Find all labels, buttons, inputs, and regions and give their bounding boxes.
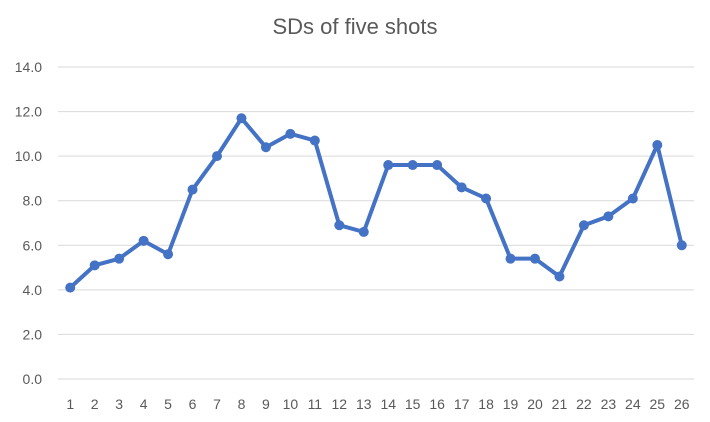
data-point — [334, 220, 345, 231]
data-point — [309, 135, 320, 146]
data-point — [627, 193, 638, 204]
x-tick-label: 22 — [576, 396, 592, 412]
x-tick-label: 14 — [380, 396, 396, 412]
x-tick-label: 10 — [283, 396, 299, 412]
data-point — [652, 140, 663, 150]
x-tick-label: 11 — [308, 396, 323, 412]
data-point — [285, 128, 296, 139]
x-tick-label: 9 — [262, 396, 270, 412]
x-tick-label: 6 — [189, 396, 197, 412]
y-tick-label: 0.0 — [23, 371, 43, 387]
x-tick-label: 8 — [238, 396, 246, 412]
x-tick-label: 16 — [429, 396, 445, 412]
x-tick-label: 17 — [454, 396, 470, 412]
x-tick-label: 13 — [356, 396, 372, 412]
data-point — [505, 253, 516, 264]
data-point — [456, 182, 467, 193]
y-tick-label: 4.0 — [23, 282, 43, 298]
x-tick-label: 18 — [478, 396, 494, 412]
data-point — [554, 271, 565, 282]
data-point — [578, 220, 589, 231]
x-tick-label: 5 — [164, 396, 172, 412]
x-tick-label: 25 — [650, 396, 666, 412]
series-line — [68, 116, 684, 290]
data-point — [236, 113, 247, 124]
data-point — [383, 160, 394, 171]
x-axis-tick-labels: 1 2 3 4 5 6 7 8 9 10 11 12 13 14 15 16 17 18 19 20 21 22 23 24 2… — [66, 396, 689, 412]
data-point — [432, 160, 443, 171]
data-point — [187, 184, 198, 195]
data-point — [358, 226, 369, 237]
x-tick-label: 24 — [625, 396, 641, 412]
x-tick-label: 2 — [91, 396, 99, 412]
x-tick-label: 21 — [552, 396, 568, 412]
x-tick-label: 7 — [213, 396, 221, 412]
y-tick-label: 14.0 — [15, 59, 42, 75]
x-tick-label: 20 — [527, 396, 543, 412]
data-point — [260, 142, 271, 153]
x-tick-label: 19 — [503, 396, 519, 412]
data-point — [676, 240, 687, 251]
x-tick-label: 23 — [601, 396, 617, 412]
y-tick-label: 2.0 — [23, 326, 43, 342]
y-tick-label: 12.0 — [15, 104, 42, 120]
y-tick-label: 6.0 — [23, 237, 43, 253]
data-point — [481, 193, 492, 204]
x-tick-label: 26 — [674, 396, 690, 412]
data-point — [407, 160, 418, 171]
data-point — [65, 282, 76, 293]
gridlines — [58, 66, 694, 380]
chart-title: SDs of five shots — [272, 14, 437, 39]
y-tick-label: 10.0 — [15, 148, 42, 164]
y-tick-label: 8.0 — [23, 193, 43, 209]
x-tick-label: 3 — [115, 396, 123, 412]
data-point — [603, 211, 614, 222]
x-tick-label: 15 — [405, 396, 421, 412]
y-axis-tick-labels: 0.0 2.0 4.0 6.0 8.0 10.0 12.0 14.0 — [15, 59, 42, 387]
data-point — [163, 249, 174, 260]
data-point — [530, 253, 540, 264]
x-tick-label: 1 — [66, 396, 74, 412]
data-point — [89, 260, 100, 271]
x-tick-label: 12 — [332, 396, 348, 412]
series-layer — [65, 113, 687, 293]
x-tick-label: 4 — [140, 396, 148, 412]
data-point — [114, 253, 125, 264]
data-point — [212, 151, 222, 162]
data-point — [138, 235, 149, 246]
